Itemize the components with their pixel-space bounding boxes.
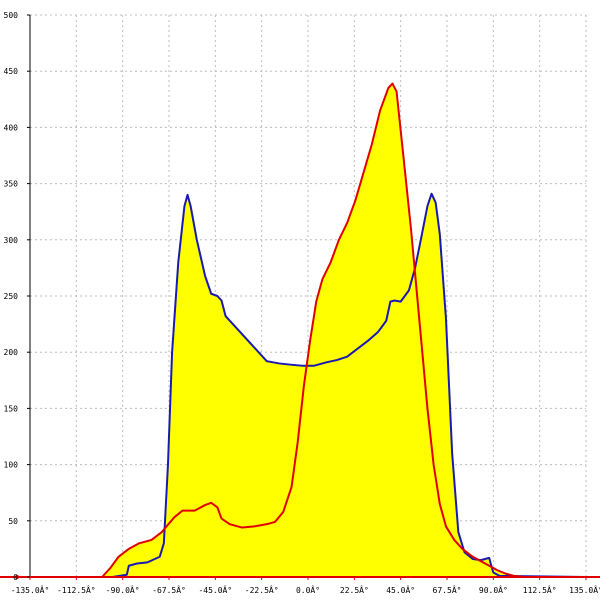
x-tick-label: -112.5Â° (57, 584, 96, 595)
x-tick-label: -90.0Â° (106, 584, 140, 595)
x-tick-label: 90.0Â° (479, 584, 508, 595)
x-tick-label: -67.5Â° (152, 584, 186, 595)
series-2-fill (30, 83, 586, 577)
y-tick-label: 400 (4, 123, 19, 132)
x-tick-label: 45.0Â° (386, 584, 415, 595)
y-tick-label: 100 (4, 461, 19, 470)
origin-marker (15, 575, 19, 579)
series-2-line (30, 82, 586, 578)
x-tick-label: 22.5Â° (340, 584, 369, 595)
x-tick-labels: -135.0Â° -112.5Â° -90.0Â° -67.5Â° -45.0Â° -22… (11, 584, 600, 595)
x-tick-label: -135.0Â° (11, 584, 50, 595)
y-tick-label: 0 (13, 573, 18, 582)
series-1-line (30, 192, 587, 578)
y-tick-label: 500 (4, 11, 19, 20)
axes (0, 14, 600, 580)
y-tick-label: 50 (8, 517, 18, 526)
y-tick-label: 150 (4, 404, 19, 413)
x-tick-label: 135.0Â° (569, 584, 600, 595)
x-tick-label: 67.5Â° (433, 584, 462, 595)
y-tick-label: 250 (4, 292, 19, 301)
y-tick-label: 450 (4, 67, 19, 76)
y-tick-label: 300 (4, 236, 19, 245)
x-tick-label: -45.0Â° (198, 584, 232, 595)
y-tick-label: 200 (4, 348, 19, 357)
area-fills (30, 83, 586, 577)
x-tick-label: 112.5Â° (523, 584, 557, 595)
y-tick-labels: 0 50 100 150 200 250 300 350 400 450 500 (4, 11, 19, 582)
series-lines (30, 82, 587, 578)
y-tick-label: 350 (4, 180, 19, 189)
x-tick-label: -22.5Â° (245, 584, 279, 595)
x-tick-label: 0.0Â° (296, 584, 320, 595)
